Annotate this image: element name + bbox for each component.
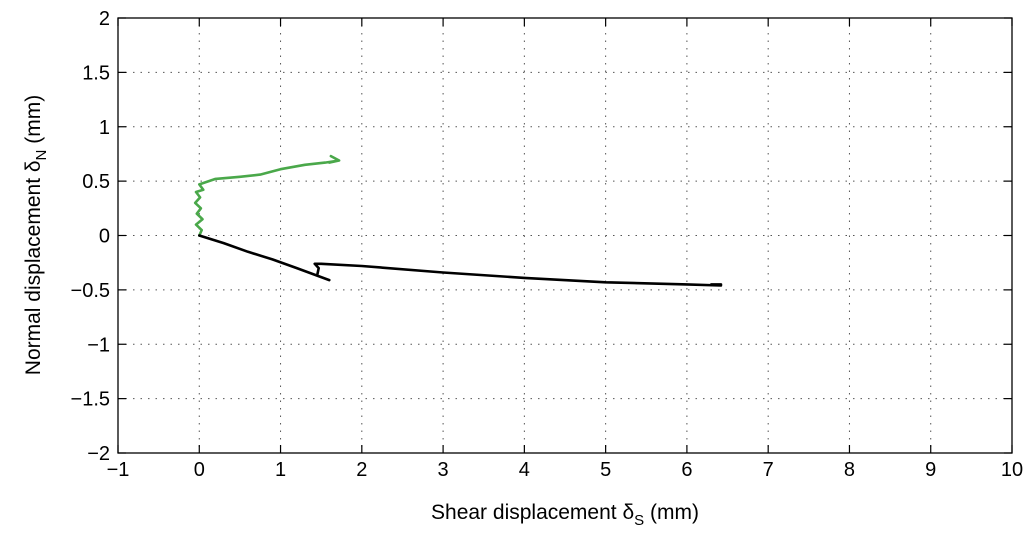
x-tick-label: 0 (194, 459, 205, 481)
series-line-1 (193, 154, 341, 237)
y-tick-label: −2 (87, 443, 110, 465)
x-tick-label: −1 (107, 459, 130, 481)
x-tick-label: 3 (438, 459, 449, 481)
y-tick-label: 1 (99, 117, 110, 139)
tick-labels: −1 0 1 2 3 4 5 6 7 8 9 10 −2 −1.5 −1 −0.5 0 0.5 1 1.5 2 (71, 8, 1024, 481)
x-tick-label: 5 (600, 459, 611, 481)
y-tick-label: −1 (87, 334, 110, 356)
x-tick-label: 7 (763, 459, 774, 481)
series-layer (193, 154, 723, 287)
plot-area (118, 18, 1012, 453)
y-tick-label: 0 (99, 226, 110, 248)
x-tick-label: 2 (356, 459, 367, 481)
y-tick-label: 1.5 (82, 62, 110, 84)
x-tick-label: 9 (925, 459, 936, 481)
y-tick-label: −0.5 (71, 280, 110, 302)
plot-frame (117, 17, 1013, 454)
x-tick-label: 8 (844, 459, 855, 481)
x-axis-label: Shear displacement δS (mm) (431, 501, 699, 529)
y-tick-label: −1.5 (71, 389, 110, 411)
y-tick-label: 0.5 (82, 171, 110, 193)
x-tick-label: 10 (1001, 459, 1023, 481)
x-tick-label: 1 (275, 459, 286, 481)
y-tick-label: 2 (99, 8, 110, 30)
series-line-2 (198, 234, 723, 287)
x-tick-label: 4 (519, 459, 530, 481)
y-axis-label: Normal displacement δN (mm) (22, 95, 50, 375)
x-tick-label: 6 (681, 459, 692, 481)
